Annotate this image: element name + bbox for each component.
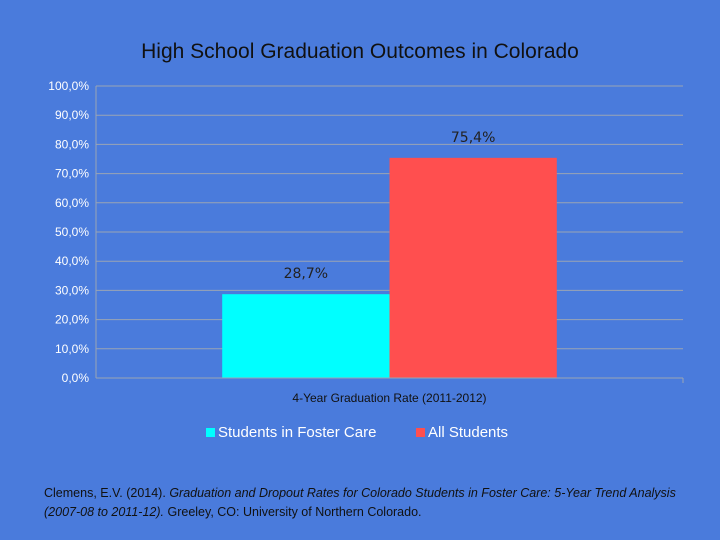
y-tick-label: 30,0%: [55, 283, 89, 297]
citation-author: Clemens, E.V. (2014).: [44, 486, 166, 500]
y-tick-label: 50,0%: [55, 225, 89, 239]
bars: [222, 157, 557, 378]
bar-1: [389, 157, 557, 378]
y-tick-label: 10,0%: [55, 342, 89, 356]
y-tick-label: 40,0%: [55, 254, 89, 268]
chart-title: High School Graduation Outcomes in Color…: [141, 40, 579, 63]
legend-swatch-1: [416, 428, 425, 437]
bar-0: [222, 294, 390, 378]
x-category-label: 4-Year Graduation Rate (2011-2012): [292, 391, 486, 405]
y-tick-label: 70,0%: [55, 167, 89, 181]
y-tick-label: 100,0%: [48, 79, 89, 93]
citation-publisher: Greeley, CO: University of Northern Colo…: [167, 505, 422, 519]
y-tick-label: 90,0%: [55, 108, 89, 122]
y-axis: 0,0% 10,0% 20,0% 30,0% 40,0% 50,0% 60,0% 70,0% 8…: [48, 79, 97, 385]
y-tick-label: 60,0%: [55, 196, 89, 210]
x-axis: 4-Year Graduation Rate (2011-2012): [96, 377, 684, 405]
citation-title: Graduation and Dropout Rates for Colorad…: [44, 486, 676, 519]
y-tick-label: 20,0%: [55, 313, 89, 327]
data-label: 28,7%: [284, 266, 328, 282]
data-label: 75,4%: [451, 130, 495, 146]
citation: Clemens, E.V. (2014). Graduation and Dro…: [44, 484, 704, 522]
legend-label-1: All Students: [428, 424, 508, 441]
legend-swatch-0: [206, 428, 215, 437]
legend-label-0: Students in Foster Care: [218, 424, 376, 441]
legend: Students in Foster Care All Students: [206, 424, 508, 441]
y-tick-label: 80,0%: [55, 137, 89, 151]
data-labels: 28,7% 75,4%: [284, 130, 496, 282]
y-tick-label: 0,0%: [62, 371, 90, 385]
